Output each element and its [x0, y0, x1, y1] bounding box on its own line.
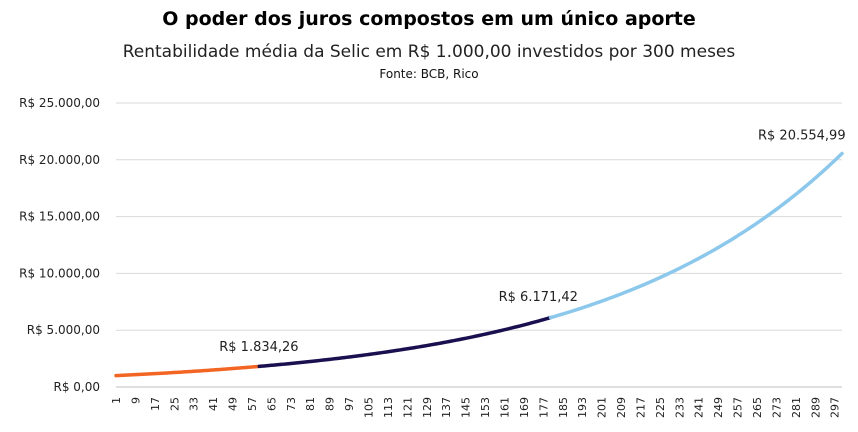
- x-tick-label: 161: [498, 397, 511, 418]
- y-tick-label: R$ 15.000,00: [19, 210, 100, 224]
- x-tick-label: 73: [285, 397, 298, 411]
- x-tick-label: 217: [634, 397, 647, 418]
- x-tick-label: 265: [751, 397, 764, 418]
- x-tick-label: 49: [227, 397, 240, 411]
- chart-source: Fonte: BCB, Rico: [379, 67, 479, 81]
- chart-title: O poder dos juros compostos em um único …: [162, 8, 696, 30]
- x-tick-label: 105: [363, 397, 376, 418]
- x-tick-label: 201: [596, 397, 609, 418]
- x-tick-label: 153: [479, 397, 492, 418]
- y-tick-label: R$ 25.000,00: [19, 96, 100, 110]
- x-tick-label: 185: [557, 397, 570, 418]
- x-tick-label: 281: [790, 397, 803, 418]
- x-tick-label: 65: [265, 397, 278, 411]
- x-tick-label: 17: [149, 397, 162, 411]
- x-tick-label: 1: [110, 397, 123, 404]
- y-tick-label: R$ 0,00: [53, 380, 100, 394]
- x-tick-label: 113: [382, 397, 395, 418]
- series-line-segment-2: [257, 315, 553, 369]
- x-tick-label: 81: [304, 397, 317, 411]
- chart-subtitle: Rentabilidade média da Selic em R$ 1.000…: [122, 42, 736, 62]
- x-tick-label: 57: [246, 397, 259, 411]
- data-label: R$ 20.554,99: [758, 128, 846, 143]
- y-tick-label: R$ 10.000,00: [19, 266, 100, 280]
- x-tick-label: 177: [537, 397, 550, 418]
- x-tick-label: 41: [207, 397, 220, 411]
- y-tick-label: R$ 5.000,00: [27, 323, 100, 337]
- x-tick-label: 33: [188, 397, 201, 411]
- y-tick-label: R$ 20.000,00: [19, 153, 100, 167]
- data-label: R$ 1.834,26: [219, 340, 298, 355]
- x-tick-label: 209: [615, 397, 628, 418]
- series-line-segment-1: [114, 364, 262, 378]
- x-tick-label: 97: [343, 397, 356, 411]
- x-tick-label: 9: [129, 397, 142, 404]
- x-tick-label: 273: [770, 397, 783, 418]
- x-tick-label: 137: [440, 397, 453, 418]
- data-label: R$ 6.171,42: [499, 290, 578, 305]
- x-axis: 1 9 17 25 33 41 49 57 65 73 81 89 97 105 113 121 129 137 1…: [110, 386, 842, 418]
- x-tick-label: 249: [712, 397, 725, 418]
- y-axis: R$ 0,00 R$ 5.000,00 R$ 10.000,00 R$ 15.000,…: [19, 96, 100, 394]
- x-tick-label: 297: [829, 397, 842, 418]
- series-lines: [114, 151, 844, 378]
- x-tick-label: 169: [518, 397, 531, 418]
- x-tick-label: 257: [732, 397, 745, 418]
- x-tick-label: 225: [654, 397, 667, 418]
- x-tick-label: 25: [168, 397, 181, 411]
- x-tick-label: 193: [576, 397, 589, 418]
- x-tick-label: 241: [693, 397, 706, 418]
- series-line-segment-3: [548, 151, 844, 320]
- x-tick-label: 145: [460, 397, 473, 418]
- x-tick-label: 233: [673, 397, 686, 418]
- x-tick-label: 89: [324, 397, 337, 411]
- x-tick-label: 129: [421, 397, 434, 418]
- x-tick-label: 121: [401, 397, 414, 418]
- data-labels: R$ 1.834,26 R$ 6.171,42 R$ 20.554,99: [219, 128, 845, 355]
- x-tick-label: 289: [809, 397, 822, 418]
